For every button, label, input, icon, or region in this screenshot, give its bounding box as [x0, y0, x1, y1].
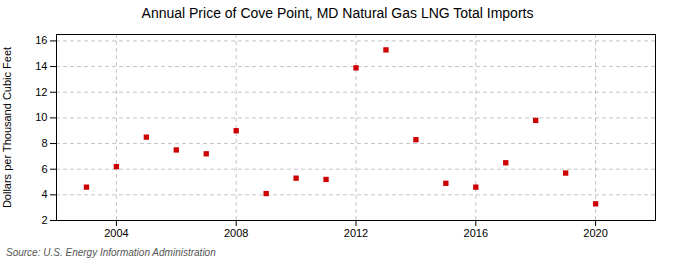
svg-text:10: 10 — [35, 111, 47, 123]
svg-text:2016: 2016 — [464, 227, 488, 239]
svg-text:2004: 2004 — [104, 227, 128, 239]
svg-text:6: 6 — [41, 163, 47, 175]
svg-text:16: 16 — [35, 34, 47, 46]
svg-text:Dollars per Thousand Cubic Fee: Dollars per Thousand Cubic Feet — [1, 47, 13, 208]
html-text:Annual Price of Cove Point, MD: Annual Price of Cove Point, MD Natural G… — [141, 5, 534, 21]
svg-text:2008: 2008 — [224, 227, 248, 239]
html-text:Source: U.S. Energy Informatio: Source: U.S. Energy Information Administ… — [6, 247, 216, 258]
svg-text:2012: 2012 — [344, 227, 368, 239]
svg-text:2: 2 — [41, 214, 47, 226]
svg-text:14: 14 — [35, 60, 47, 72]
svg-text:8: 8 — [41, 137, 47, 149]
svg-text:12: 12 — [35, 86, 47, 98]
svg-text:2020: 2020 — [583, 227, 607, 239]
svg-text:4: 4 — [41, 188, 47, 200]
